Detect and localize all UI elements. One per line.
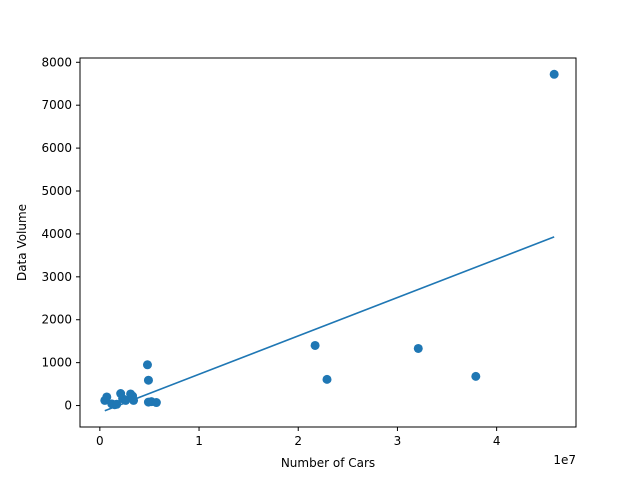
x-tick-label: 0 (96, 434, 104, 448)
plot-frame (79, 57, 577, 428)
scatter-point (413, 343, 423, 353)
y-tick-label: 3000 (41, 270, 72, 284)
scatter-point (310, 340, 320, 350)
y-tick-label: 5000 (41, 184, 72, 198)
scatter-point (549, 69, 559, 79)
x-tick-label: 2 (294, 434, 302, 448)
scatter-point (102, 392, 112, 402)
scatter-point (151, 398, 161, 408)
scatter-point (142, 360, 152, 370)
y-tick-label: 1000 (41, 356, 72, 370)
scatter-point (471, 371, 481, 381)
scatter-point (143, 375, 153, 385)
scatter-point (121, 395, 131, 405)
y-tick-label: 7000 (41, 98, 72, 112)
y-tick-label: 6000 (41, 141, 72, 155)
y-tick-label: 2000 (41, 313, 72, 327)
x-tick-label: 3 (394, 434, 402, 448)
y-tick-label: 8000 (41, 55, 72, 69)
x-axis-offset-label: 1e7 (553, 453, 576, 467)
trend-line (104, 236, 555, 412)
scatter-point (322, 374, 332, 384)
y-tick-label: 0 (64, 399, 72, 413)
x-axis-label: Number of Cars (281, 456, 375, 470)
x-tick-label: 4 (493, 434, 501, 448)
x-tick-label: 1 (195, 434, 203, 448)
y-axis-label: Data Volume (15, 204, 29, 281)
y-tick-label: 4000 (41, 227, 72, 241)
